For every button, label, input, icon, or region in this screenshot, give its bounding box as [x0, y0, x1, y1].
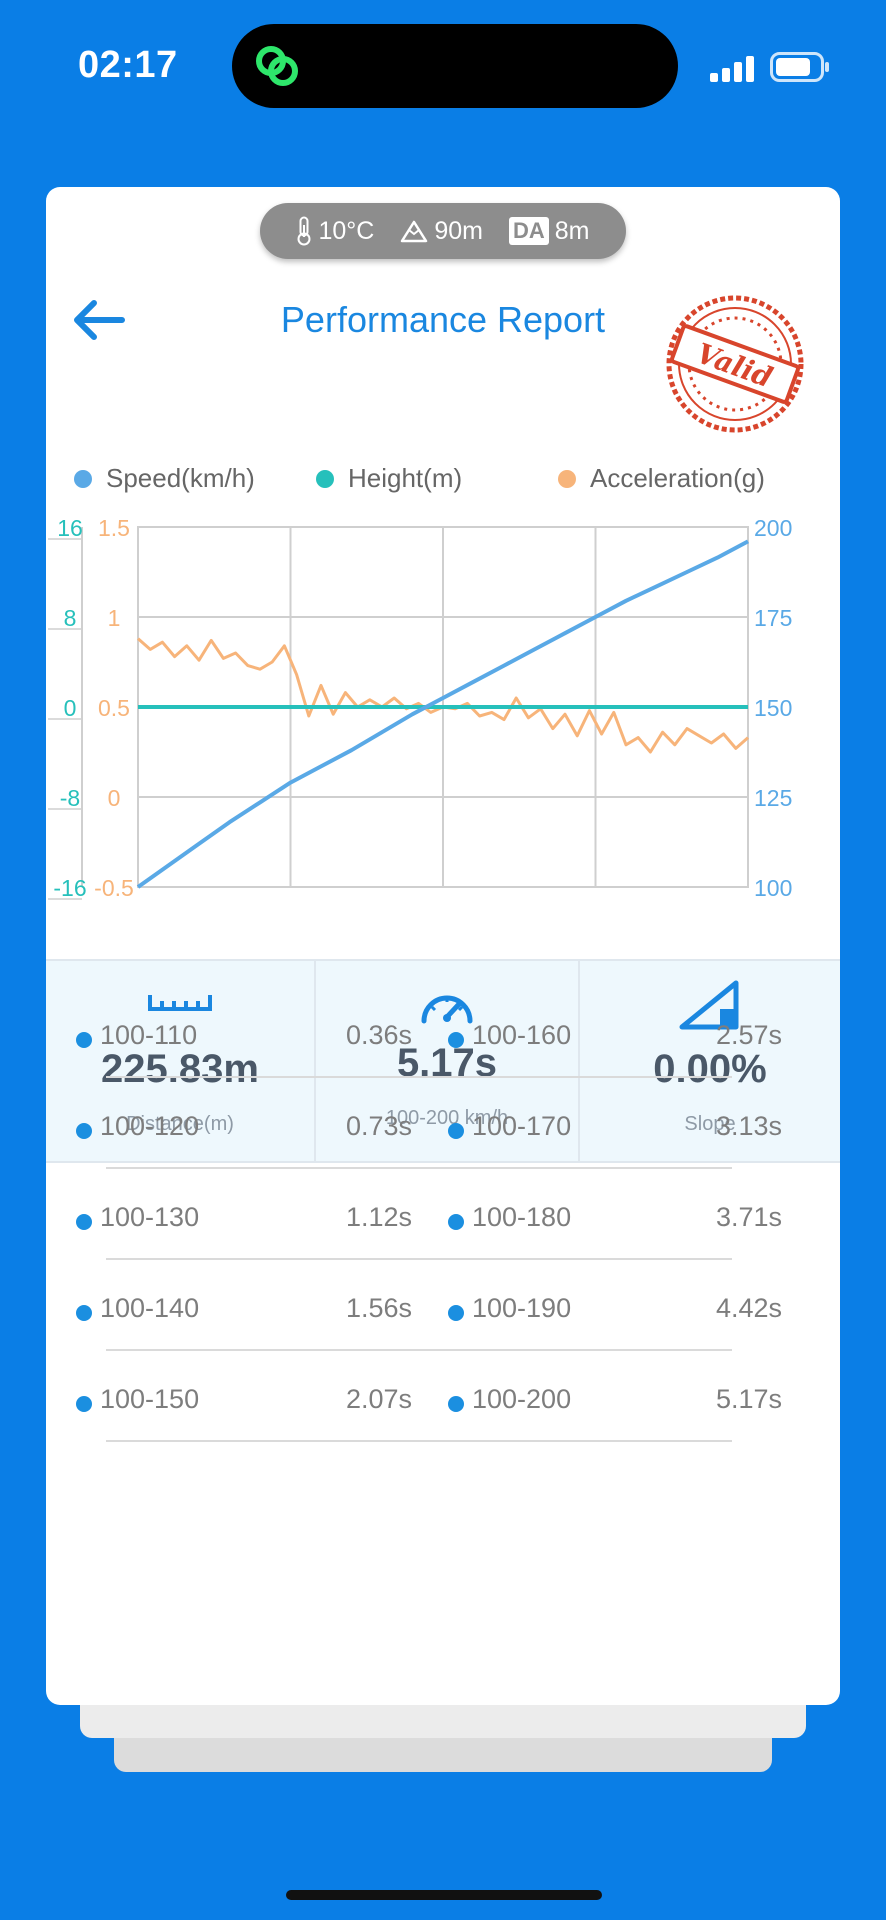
stat-divider — [314, 961, 316, 1161]
split-dot — [76, 1396, 92, 1412]
legend-speed: Speed(km/h) — [74, 463, 255, 494]
chart-legend: Speed(km/h) Height(m) Acceleration(g) — [46, 463, 840, 503]
altitude: 90m — [400, 217, 483, 246]
battery-icon — [770, 52, 829, 82]
height-tick-label: 16 — [57, 517, 83, 541]
split-divider — [106, 1076, 732, 1078]
slope-icon — [679, 980, 739, 1030]
split-dot — [76, 1032, 92, 1048]
da-badge: DA — [508, 217, 549, 245]
acceleration-tick-label: 1.5 — [98, 517, 130, 541]
status-time: 02:17 — [78, 44, 178, 86]
acceleration-tick-label: -0.5 — [94, 875, 134, 901]
split-range: 100-190 — [472, 1293, 572, 1323]
split-dot — [448, 1123, 464, 1139]
speedometer-icon — [421, 995, 473, 1024]
stat-slope-label: Slope — [684, 1113, 736, 1135]
split-time: 0.36s — [345, 1020, 412, 1050]
split-range: 100-200 — [472, 1384, 572, 1414]
temperature-value: 10°C — [318, 216, 375, 245]
split-time: 2.07s — [345, 1384, 412, 1414]
home-indicator[interactable] — [286, 1890, 602, 1900]
acceleration-tick-label: 1 — [108, 605, 121, 631]
stat-divider — [578, 961, 580, 1161]
height-tick-label: -8 — [60, 785, 80, 811]
split-time: 3.13s — [715, 1111, 782, 1141]
split-dot — [448, 1396, 464, 1412]
split-divider — [106, 1349, 732, 1351]
legend-acceleration-dot — [558, 469, 576, 488]
speed-series-line — [136, 539, 749, 889]
split-dot — [448, 1214, 464, 1230]
split-divider — [106, 1440, 732, 1442]
stat-slope: 0.00% Slope — [580, 961, 840, 1161]
split-range: 100-110 — [100, 1020, 198, 1050]
legend-acceleration: Acceleration(g) — [558, 463, 765, 494]
speed-tick-label: 100 — [754, 875, 792, 901]
legend-height-dot — [316, 469, 334, 488]
speed-tick-label: 200 — [754, 517, 792, 541]
split-time: 5.17s — [715, 1384, 782, 1414]
legend-height: Height(m) — [316, 463, 462, 494]
valid-stamp: Valid — [666, 295, 804, 433]
split-dot — [76, 1305, 92, 1321]
speed-tick-label: 125 — [754, 785, 792, 811]
page-title: Performance Report — [280, 299, 606, 340]
split-dot — [76, 1214, 92, 1230]
split-range: 100-180 — [472, 1202, 572, 1232]
performance-chart: 16 8 0 -8 -16 1.5 1 0.5 0 -0.5 200 175 150 125 100 — [48, 517, 792, 901]
stat-distance: 225.83m Distance(m) — [46, 961, 314, 1161]
dynamic-island — [232, 24, 678, 108]
legend-height-label: Height(m) — [348, 463, 463, 493]
height-tick-label: -16 — [53, 875, 86, 901]
split-time: 1.12s — [345, 1202, 412, 1232]
split-time: 0.73s — [345, 1111, 412, 1141]
link-icon — [256, 46, 298, 86]
legend-speed-dot — [74, 469, 92, 488]
legend-speed-label: Speed(km/h) — [106, 463, 255, 493]
split-dot — [76, 1123, 92, 1139]
split-divider — [106, 1258, 732, 1260]
mountain-icon — [401, 220, 428, 243]
stat-slope-value: 0.00% — [653, 1047, 767, 1091]
stat-time-label: 100-200 km/h — [385, 1107, 509, 1129]
split-dot — [448, 1032, 464, 1048]
height-tick-label: 8 — [64, 605, 77, 631]
speed-tick-label: 150 — [754, 695, 792, 721]
legend-acceleration-label: Acceleration(g) — [590, 463, 765, 493]
altitude-value: 90m — [434, 216, 483, 245]
split-range: 100-140 — [100, 1293, 200, 1323]
density-altitude-value: 8m — [554, 216, 590, 245]
split-time: 1.56s — [345, 1293, 412, 1323]
split-dot — [448, 1305, 464, 1321]
split-time: 4.42s — [715, 1293, 782, 1323]
conditions-pill: 10°C 90m DA 8m — [260, 203, 626, 259]
split-range: 100-170 — [472, 1111, 572, 1141]
split-range: 100-160 — [472, 1020, 572, 1050]
split-divider — [106, 1167, 732, 1169]
signal-icon — [710, 56, 754, 82]
split-time: 2.57s — [715, 1020, 782, 1050]
split-time: 3.71s — [715, 1202, 782, 1232]
split-range: 100-150 — [100, 1384, 200, 1414]
acceleration-tick-label: 0.5 — [98, 695, 130, 721]
density-altitude: DA 8m — [508, 216, 590, 246]
speed-tick-label: 175 — [754, 605, 792, 631]
split-range: 100-130 — [100, 1202, 200, 1232]
stat-distance-value: 225.83m — [101, 1047, 259, 1091]
back-arrow-icon[interactable] — [68, 295, 128, 345]
stat-distance-label: Distance(m) — [126, 1113, 234, 1135]
split-range: 100-120 — [100, 1111, 200, 1141]
thermometer-icon — [297, 216, 311, 246]
temperature: 10°C — [296, 216, 374, 246]
ruler-icon — [148, 995, 212, 1011]
height-tick-label: 0 — [64, 695, 77, 721]
acceleration-tick-label: 0 — [108, 785, 121, 811]
report-card: 10°C 90m DA 8m Performance Report Valid — [46, 187, 840, 1705]
